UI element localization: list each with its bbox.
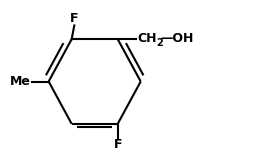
Text: F: F	[70, 12, 79, 25]
Text: Me: Me	[10, 75, 31, 88]
Text: —OH: —OH	[160, 32, 194, 45]
Text: F: F	[113, 138, 122, 151]
Text: 2: 2	[156, 38, 163, 48]
Text: CH: CH	[137, 32, 156, 45]
